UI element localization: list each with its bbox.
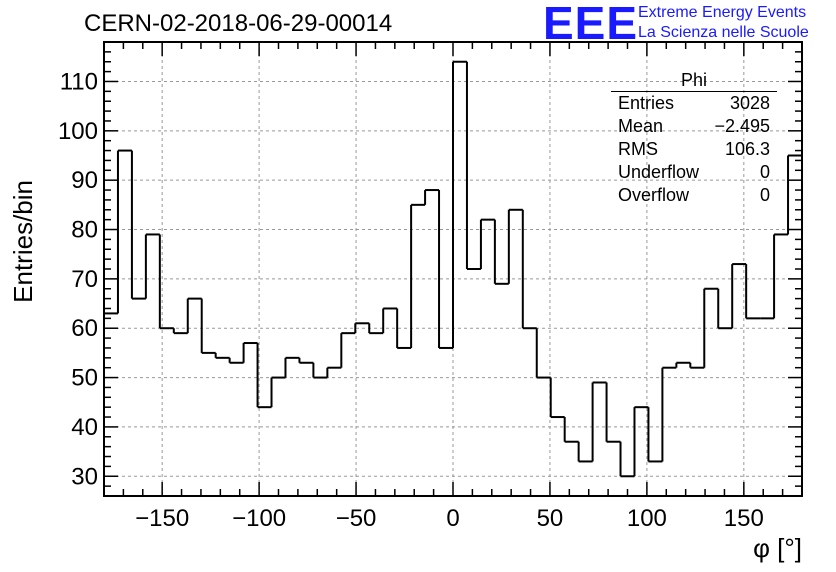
x-tick-label: 0	[446, 505, 459, 532]
y-tick-label: 80	[71, 217, 98, 244]
stats-value: 0	[759, 185, 770, 205]
stats-row-entries: Entries 3028	[611, 92, 777, 115]
y-tick-label: 100	[58, 118, 98, 145]
logo-caption-line2: La Scienza nelle Scuole	[638, 24, 809, 41]
stats-row-mean: Mean −2.495	[611, 115, 777, 138]
logo-caption-line1: Extreme Energy Events	[638, 4, 807, 21]
y-tick-label: 60	[71, 315, 98, 342]
stats-value: 0	[759, 162, 770, 182]
x-tick-label: −50	[336, 505, 377, 532]
stats-label: Entries	[618, 93, 675, 113]
stats-value: −2.495	[714, 116, 770, 136]
stats-row-rms: RMS 106.3	[611, 138, 777, 161]
y-tick-label: 50	[71, 365, 98, 392]
y-tick-label: 90	[71, 167, 98, 194]
x-tick-label: 150	[724, 505, 764, 532]
x-axis-label: φ [°]	[753, 533, 802, 563]
logo-caption: Extreme Energy Events La Scienza nelle S…	[638, 3, 809, 43]
stats-title: Phi	[611, 70, 777, 92]
stats-box: Phi Entries 3028 Mean −2.495 RMS 106.3 Unde…	[611, 70, 777, 207]
y-tick-label: 70	[71, 266, 98, 293]
y-tick-label: 110	[60, 68, 98, 95]
stats-row-underflow: Underflow 0	[611, 161, 777, 184]
y-tick-label: 30	[71, 463, 98, 490]
eee-logo: EEE	[543, 0, 639, 49]
stats-row-overflow: Overflow 0	[611, 184, 777, 207]
stats-label: Underflow	[618, 162, 700, 182]
chart-title: CERN-02-2018-06-29-00014	[84, 10, 393, 37]
x-tick-label: 50	[537, 505, 564, 532]
stats-value: 106.3	[724, 139, 770, 159]
x-tick-label: 100	[627, 505, 667, 532]
stats-value: 3028	[729, 93, 770, 113]
stats-label: Overflow	[618, 185, 690, 205]
x-tick-label: −150	[135, 505, 189, 532]
stats-label: RMS	[618, 139, 658, 159]
x-tick-label: −100	[232, 505, 286, 532]
y-tick-label: 40	[71, 414, 98, 441]
stats-label: Mean	[618, 116, 664, 136]
